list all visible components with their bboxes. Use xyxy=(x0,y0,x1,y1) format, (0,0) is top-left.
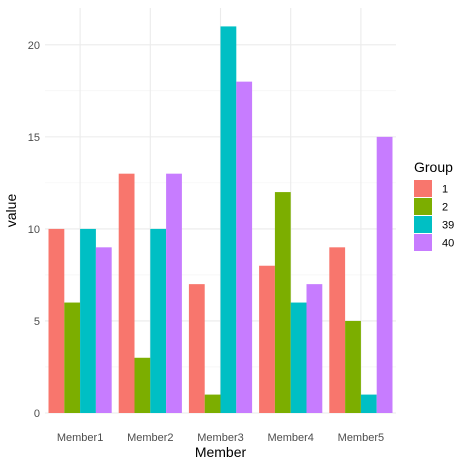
bar-member4-group-1 xyxy=(259,265,275,413)
x-tick-label: Member5 xyxy=(338,432,384,444)
y-tick-label: 10 xyxy=(28,224,40,236)
legend-label-2: 2 xyxy=(442,202,448,214)
bar-member3-group-39 xyxy=(220,26,237,413)
legend-key-2 xyxy=(414,198,432,215)
legend-key-39 xyxy=(414,216,432,233)
bar-member3-group-1 xyxy=(188,284,205,413)
bar-member4-group-39 xyxy=(290,302,307,413)
bars-layer xyxy=(48,26,393,414)
x-axis-ticks: Member1 Member2 Member3 Member4 Member5 xyxy=(57,432,384,444)
legend-label-40: 40 xyxy=(442,238,454,250)
x-tick-label: Member3 xyxy=(197,432,243,444)
legend-label-1: 1 xyxy=(442,184,448,196)
y-axis-title: value xyxy=(3,194,19,228)
y-tick-label: 0 xyxy=(34,408,40,420)
bar-member2-group-40 xyxy=(166,173,182,413)
x-axis-title: Member xyxy=(195,444,247,460)
bar-member4-group-2 xyxy=(274,192,291,413)
bar-member2-group-1 xyxy=(118,173,135,413)
y-tick-label: 15 xyxy=(28,132,40,144)
legend-title: Group xyxy=(414,159,453,175)
bar-member4-group-40 xyxy=(306,284,323,413)
x-tick-label: Member4 xyxy=(267,432,313,444)
legend: Group 1 2 39 40 xyxy=(414,159,454,251)
bar-member2-group-39 xyxy=(150,228,167,413)
legend-key-40 xyxy=(414,234,432,251)
legend-label-39: 39 xyxy=(442,220,454,232)
bar-member1-group-39 xyxy=(80,228,96,413)
bar-member2-group-2 xyxy=(134,357,151,413)
y-tick-label: 5 xyxy=(34,316,40,328)
bar-member5-group-39 xyxy=(360,394,377,413)
bar-member3-group-40 xyxy=(236,81,253,413)
y-tick-label: 20 xyxy=(28,40,40,52)
bar-member5-group-40 xyxy=(376,136,393,414)
bar-member1-group-2 xyxy=(64,302,81,413)
bar-member1-group-40 xyxy=(95,247,112,413)
bar-member1-group-1 xyxy=(48,228,65,413)
x-tick-label: Member1 xyxy=(57,432,103,444)
y-axis-ticks: 0 5 10 15 20 xyxy=(28,40,40,420)
legend-key-1 xyxy=(414,180,432,197)
bar-member5-group-1 xyxy=(329,247,346,413)
bar-member5-group-2 xyxy=(345,320,361,413)
x-tick-label: Member2 xyxy=(127,432,173,444)
bar-member3-group-2 xyxy=(204,394,221,413)
